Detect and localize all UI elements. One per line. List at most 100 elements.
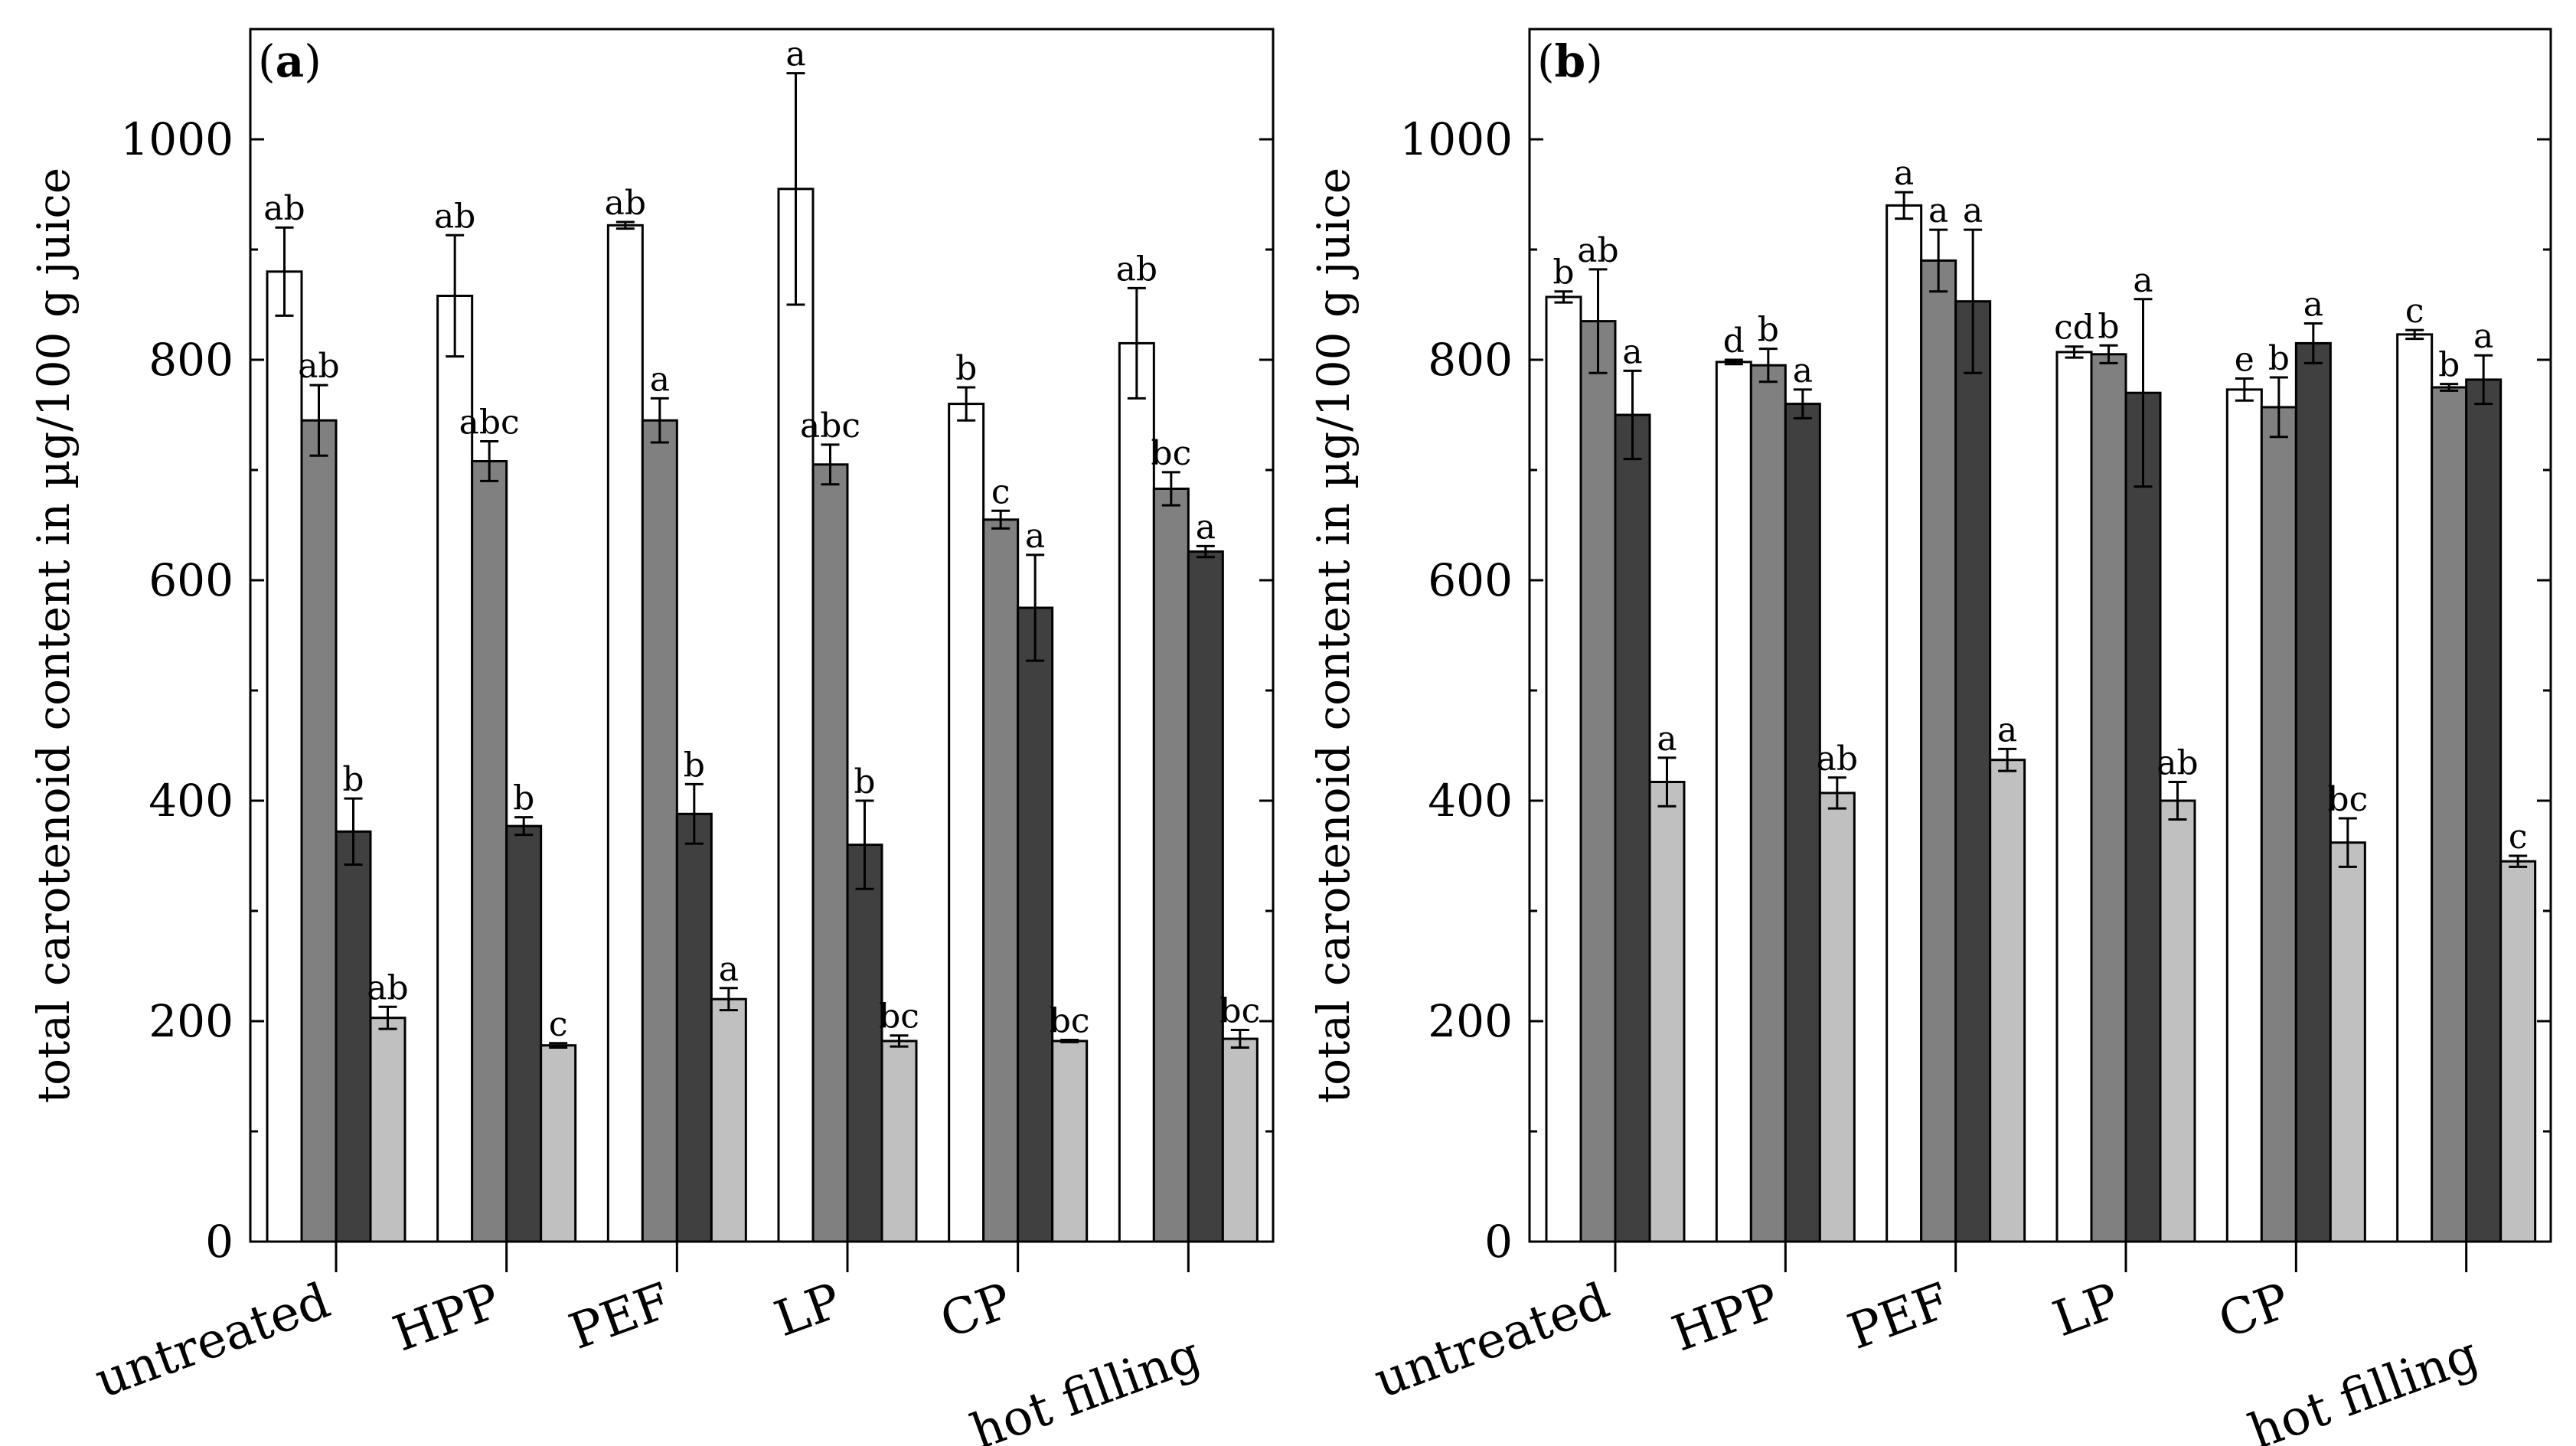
y-tick-label: 0 xyxy=(205,1216,233,1268)
bar-HPP-s1 xyxy=(1715,361,1752,1243)
significance-letter: a xyxy=(1025,517,1045,556)
panel-label: (a) xyxy=(258,35,322,87)
significance-letter: bc xyxy=(879,997,919,1036)
y-axis-label: total carotenoid content in µg/100 g jui… xyxy=(1308,168,1360,1103)
significance-letter: a xyxy=(1894,154,1914,193)
bar-LP-s1 xyxy=(777,188,815,1243)
significance-letter: c xyxy=(2405,292,2424,331)
significance-letter: ab xyxy=(367,968,408,1007)
significance-letter: b xyxy=(684,746,705,785)
significance-letter: a xyxy=(1657,720,1677,759)
bar-HPP-s3 xyxy=(1784,403,1821,1243)
significance-letter: ab xyxy=(298,347,339,386)
bar-LP-s4 xyxy=(2159,799,2196,1243)
bar-untreated-s1 xyxy=(1545,295,1582,1243)
bar-hot-filling-s1 xyxy=(1118,341,1155,1243)
significance-letter: cd xyxy=(2054,308,2094,348)
significance-letter: a xyxy=(1997,710,2017,749)
bar-hot-filling-s3 xyxy=(2465,378,2503,1243)
significance-letter: a xyxy=(2473,317,2493,356)
y-tick-label: 800 xyxy=(149,334,233,386)
bar-untreated-s4 xyxy=(369,1017,406,1243)
x-category-label: LP xyxy=(2046,1272,2127,1348)
significance-letter: c xyxy=(2509,818,2528,857)
bar-hot-filling-s4 xyxy=(2499,860,2537,1243)
bar-CP-s2 xyxy=(2260,406,2297,1243)
bar-LP-s2 xyxy=(2090,353,2127,1243)
y-tick-label: 800 xyxy=(1428,334,1513,386)
bar-HPP-s4 xyxy=(540,1044,577,1243)
x-category-label: untreated xyxy=(1367,1272,1616,1409)
bar-LP-s4 xyxy=(880,1040,918,1243)
y-tick-label: 400 xyxy=(1428,775,1513,827)
bar-PEF-s3 xyxy=(1954,300,1992,1243)
bar-untreated-s1 xyxy=(266,270,303,1243)
significance-letter: ab xyxy=(1116,250,1157,289)
significance-letter: a xyxy=(1196,508,1216,547)
significance-letter: a xyxy=(1793,351,1813,390)
significance-letter: a xyxy=(2133,261,2153,300)
y-tick-label: 600 xyxy=(1428,554,1513,606)
significance-letter: c xyxy=(549,1005,568,1044)
x-category-label: CP xyxy=(2212,1272,2297,1350)
bar-LP-s1 xyxy=(2055,351,2093,1243)
x-category-label: hot filling xyxy=(964,1326,1208,1446)
significance-letter: a xyxy=(719,950,739,989)
bar-CP-s3 xyxy=(2294,341,2332,1243)
bar-PEF-s4 xyxy=(1989,759,2026,1243)
bar-hot-filling-s1 xyxy=(2396,333,2434,1243)
bar-PEF-s2 xyxy=(1920,259,1957,1243)
bar-HPP-s3 xyxy=(505,824,543,1243)
significance-letter: bc xyxy=(1219,992,1260,1031)
bar-hot-filling-s4 xyxy=(1221,1037,1259,1243)
bar-PEF-s3 xyxy=(675,812,713,1243)
bar-CP-s3 xyxy=(1017,606,1054,1243)
bar-PEF-s1 xyxy=(1885,204,1923,1243)
y-tick-label: 200 xyxy=(1428,995,1513,1047)
bar-LP-s2 xyxy=(811,463,849,1243)
significance-letter: c xyxy=(991,472,1010,511)
bar-CP-s4 xyxy=(1051,1040,1089,1243)
significance-letter: bc xyxy=(1151,434,1191,473)
significance-letter: a xyxy=(1963,191,1983,230)
y-tick-label: 200 xyxy=(149,995,233,1047)
significance-letter: b xyxy=(1758,311,1779,350)
bar-CP-s1 xyxy=(2225,388,2263,1243)
significance-letter: d xyxy=(1723,322,1745,361)
y-axis-label: total carotenoid content in µg/100 g jui… xyxy=(28,168,80,1103)
plot-frame xyxy=(249,28,1275,1243)
bar-hot-filling-s3 xyxy=(1187,550,1224,1243)
bar-untreated-s2 xyxy=(1579,320,1617,1243)
bar-hot-filling-s2 xyxy=(1152,487,1190,1243)
significance-letter: b xyxy=(955,349,977,388)
bar-LP-s3 xyxy=(2124,391,2162,1243)
significance-letter: b xyxy=(342,760,364,799)
significance-letter: b xyxy=(2098,307,2119,346)
plot-frame xyxy=(1528,28,2552,1243)
bar-untreated-s4 xyxy=(1648,781,1686,1243)
bar-PEF-s2 xyxy=(641,419,678,1243)
bar-HPP-s2 xyxy=(471,459,508,1243)
y-tick-label: 0 xyxy=(1484,1216,1513,1268)
bar-untreated-s3 xyxy=(335,830,372,1243)
x-category-label: HPP xyxy=(1665,1272,1787,1363)
x-category-label: CP xyxy=(933,1272,1019,1350)
bar-LP-s3 xyxy=(846,844,883,1243)
y-tick-label: 1000 xyxy=(120,113,233,165)
bar-CP-s2 xyxy=(982,518,1020,1243)
bar-CP-s4 xyxy=(2329,841,2366,1243)
y-tick-label: 600 xyxy=(149,554,233,606)
bar-HPP-s4 xyxy=(1818,792,1856,1243)
significance-letter: b xyxy=(1552,253,1574,292)
bar-PEF-s4 xyxy=(710,997,747,1243)
significance-letter: ab xyxy=(2156,744,2198,783)
significance-letter: e xyxy=(2235,340,2254,379)
significance-letter: a xyxy=(2303,285,2323,324)
significance-letter: a xyxy=(1928,191,1948,230)
panel-label: (b) xyxy=(1537,35,1603,87)
significance-letter: abc xyxy=(459,403,520,442)
bar-PEF-s1 xyxy=(606,224,644,1243)
bar-untreated-s3 xyxy=(1614,413,1651,1243)
x-category-label: HPP xyxy=(386,1272,508,1363)
significance-letter: bc xyxy=(1050,1001,1090,1040)
